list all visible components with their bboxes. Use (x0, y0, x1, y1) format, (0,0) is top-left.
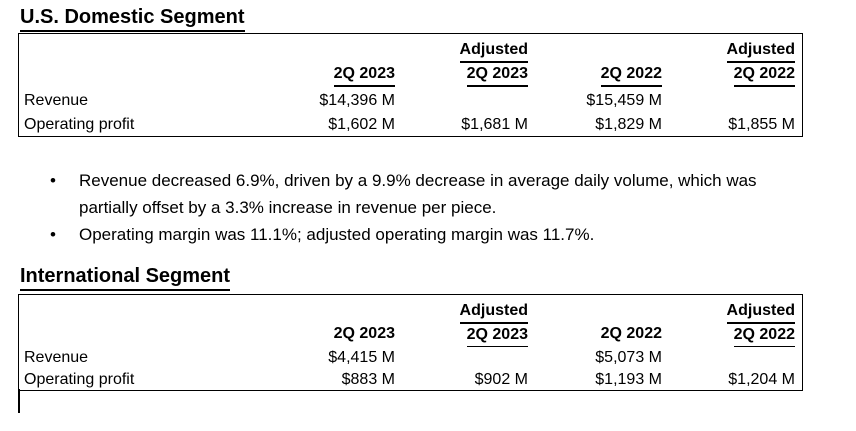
header-spacer-cell (19, 34, 281, 89)
international-table: 2Q 2023 Adjusted 2Q 2023 2Q 2022 Adjuste… (18, 294, 803, 391)
column-header-label: Adjusted (726, 300, 795, 324)
column-header-label: 2Q 2022 (600, 63, 662, 87)
column-header-adjusted-2q2022: Adjusted 2Q 2022 (668, 295, 801, 347)
highlight-text: Operating margin was 11.1%; adjusted ope… (79, 225, 595, 244)
operating-profit-2q2022-value: $1,829 M (595, 115, 662, 133)
column-header-label: 2Q 2023 (333, 63, 395, 87)
bullet-icon: • (50, 171, 56, 190)
operating-profit-adj-2q2023-value: $902 M (474, 370, 528, 388)
list-item: • Revenue decreased 6.9%, driven by a 9.… (50, 167, 792, 221)
operating-profit-2q2022-value: $1,193 M (595, 370, 662, 388)
column-header-adjusted-2q2023: Adjusted 2Q 2023 (401, 295, 534, 347)
column-header-label: 2Q 2023 (333, 325, 395, 342)
column-header-label: 2Q 2022 (733, 63, 795, 87)
column-header-adjusted-2q2023: Adjusted 2Q 2023 (401, 34, 534, 89)
column-header-2q2023: 2Q 2023 (281, 34, 401, 89)
column-header-label: 2Q 2023 (466, 324, 528, 347)
column-header-label: Adjusted (459, 300, 528, 324)
revenue-adj-2q2023-value (401, 89, 534, 113)
operating-profit-adj-2q2022-value: $1,855 M (728, 115, 795, 133)
us-domestic-table: 2Q 2023 Adjusted 2Q 2023 2Q 2022 Adjuste… (18, 33, 803, 137)
operating-profit-adj-2q2022-value: $1,204 M (728, 370, 795, 388)
revenue-2q2022-value: $15,459 M (586, 92, 662, 109)
column-header-label: 2Q 2023 (466, 63, 528, 87)
column-header-label: 2Q 2022 (733, 324, 795, 347)
row-label-revenue: Revenue (24, 92, 89, 109)
operating-profit-2q2023-value: $1,602 M (328, 115, 395, 133)
revenue-adj-2q2023-value (401, 347, 534, 369)
revenue-adj-2q2022-value (668, 347, 801, 369)
revenue-2q2023-value: $14,396 M (319, 92, 395, 109)
column-header-label: 2Q 2022 (600, 325, 662, 342)
row-label-revenue: Revenue (24, 349, 89, 366)
operating-profit-adj-2q2023-value: $1,681 M (461, 115, 528, 133)
column-header-2q2023: 2Q 2023 (281, 295, 401, 347)
revenue-2q2022-value: $5,073 M (595, 349, 662, 366)
header-spacer-cell (19, 295, 281, 347)
column-header-adjusted-2q2022: Adjusted 2Q 2022 (668, 34, 801, 89)
row-label-operating-profit: Operating profit (24, 370, 135, 388)
international-segment-title: International Segment (20, 264, 231, 291)
column-header-label: Adjusted (726, 39, 795, 63)
column-header-2q2022: 2Q 2022 (534, 295, 668, 347)
column-header-label: Adjusted (459, 39, 528, 63)
column-header-2q2022: 2Q 2022 (534, 34, 668, 89)
revenue-adj-2q2022-value (668, 89, 801, 113)
list-item: • Operating margin was 11.1%; adjusted o… (50, 221, 792, 248)
highlight-text: Revenue decreased 6.9%, driven by a 9.9%… (79, 171, 757, 217)
us-domestic-segment-title: U.S. Domestic Segment (20, 5, 245, 32)
highlights-list: • Revenue decreased 6.9%, driven by a 9.… (50, 162, 792, 248)
revenue-2q2023-value: $4,415 M (328, 349, 395, 366)
operating-profit-2q2023-value: $883 M (341, 370, 395, 388)
bullet-icon: • (50, 225, 56, 244)
table-left-border-stub (18, 389, 20, 413)
row-label-operating-profit: Operating profit (24, 115, 135, 133)
